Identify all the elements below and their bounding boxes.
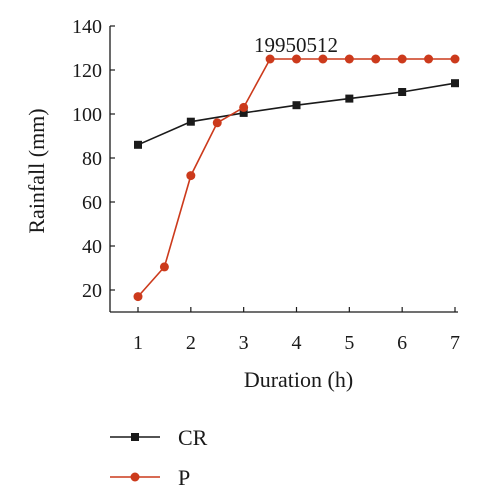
x-tick-label: 4 xyxy=(292,332,302,354)
series-p xyxy=(133,54,460,302)
legend: CR P xyxy=(110,425,208,490)
legend-marker xyxy=(131,433,139,441)
data-point-cr xyxy=(451,79,459,88)
data-point-p xyxy=(186,171,196,181)
x-tick-label: 6 xyxy=(397,332,407,354)
series-line-p xyxy=(137,58,455,298)
data-point-cr xyxy=(345,94,354,103)
series-layer xyxy=(133,54,460,302)
x-tick-label: 7 xyxy=(450,332,460,354)
data-point-p xyxy=(371,54,381,64)
x-tick-label: 5 xyxy=(344,332,354,354)
y-tick-label: 120 xyxy=(72,60,102,82)
y-tick-label: 20 xyxy=(82,280,102,302)
legend-entry-p: P xyxy=(110,465,190,490)
data-point-p xyxy=(318,54,328,64)
y-tick-label: 100 xyxy=(72,104,102,126)
data-point-p xyxy=(265,54,275,64)
data-point-p xyxy=(212,118,222,128)
y-tick-label: 40 xyxy=(82,236,102,258)
data-point-p xyxy=(450,54,460,64)
data-point-p xyxy=(133,292,143,302)
data-point-cr xyxy=(398,88,407,96)
annotation-label: 19950512 xyxy=(254,33,338,57)
data-point-p xyxy=(397,54,407,64)
data-point-p xyxy=(424,54,434,64)
y-tick-label: 80 xyxy=(82,148,102,170)
data-point-cr xyxy=(134,140,142,149)
legend-label: CR xyxy=(178,425,208,450)
x-tick-label: 1 xyxy=(133,332,143,354)
legend-label: P xyxy=(178,465,190,490)
data-point-p xyxy=(292,54,301,64)
y-tick-label: 60 xyxy=(82,192,102,214)
series-cr xyxy=(134,79,459,149)
data-point-p xyxy=(239,102,249,112)
data-point-cr xyxy=(292,101,301,110)
data-point-p xyxy=(159,262,169,272)
data-point-cr xyxy=(239,108,248,117)
legend-entry-cr: CR xyxy=(110,425,208,450)
x-axis-title: Duration (h) xyxy=(244,367,353,392)
data-point-cr xyxy=(186,117,195,126)
y-tick-label: 140 xyxy=(72,16,102,38)
x-tick-label: 3 xyxy=(239,332,249,354)
legend-marker xyxy=(130,472,140,482)
data-point-p xyxy=(344,54,354,64)
x-tick-label: 2 xyxy=(186,332,196,354)
axes: 20 40 60 80 100 120 140 1 2 3 4 5 6 7 xyxy=(72,16,460,354)
y-axis-title: Rainfall (mm) xyxy=(24,108,49,233)
series-line-cr xyxy=(137,82,456,146)
